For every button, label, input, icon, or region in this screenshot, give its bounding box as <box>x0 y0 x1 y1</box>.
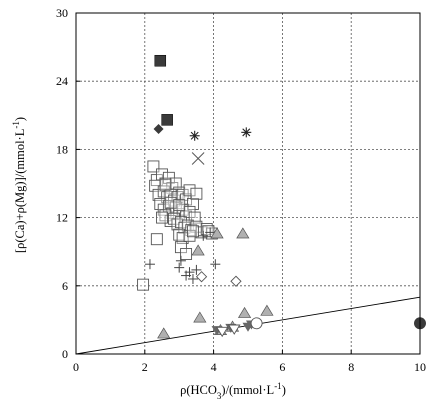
data-point-open-square <box>202 225 215 238</box>
data-point-plus <box>174 262 185 273</box>
data-point-gray-triangle <box>237 306 252 318</box>
data-point-gray-triangle <box>193 311 207 323</box>
data-point-filled-square <box>154 54 167 67</box>
y-tick-label: 24 <box>56 74 68 88</box>
data-point-filled-diamond <box>153 123 164 134</box>
y-tick-label: 18 <box>56 142 68 156</box>
data-point-open-square <box>180 248 193 260</box>
data-point-open-square <box>176 203 189 216</box>
data-point-open-square <box>137 278 150 291</box>
y-tick-label: 12 <box>56 211 68 225</box>
data-point-open-diamond <box>195 271 208 283</box>
data-point-plus <box>198 230 209 241</box>
plot-frame <box>75 12 421 355</box>
data-point-open-circle <box>250 317 263 330</box>
data-point-open-square <box>176 188 189 201</box>
data-point-plus <box>175 255 186 266</box>
data-point-open-square <box>187 225 199 238</box>
data-point-plus <box>187 273 198 284</box>
data-point-open-square <box>173 199 186 212</box>
x-tick-label: 4 <box>211 360 217 374</box>
data-point-gray-triangle <box>210 227 224 239</box>
data-point-plus <box>191 264 202 275</box>
x-tick-label: 8 <box>348 360 354 374</box>
y-tick-label: 6 <box>62 279 68 293</box>
data-point-filled-square <box>161 114 173 126</box>
data-point-plus <box>144 259 155 270</box>
data-point-open-square <box>183 229 196 242</box>
data-point-gray-triangle <box>236 227 250 239</box>
data-point-filled-down-triangle <box>242 322 254 332</box>
data-point-open-square <box>173 228 186 241</box>
data-point-open-square <box>162 200 175 213</box>
x-tick-label: 0 <box>73 360 79 374</box>
data-point-open-square <box>190 187 203 200</box>
data-point-gray-triangle <box>157 327 171 339</box>
data-point-open-square <box>188 211 201 224</box>
data-point-open-square <box>183 184 196 197</box>
data-point-open-down-triangle <box>215 326 229 338</box>
data-point-open-diamond <box>230 275 242 287</box>
data-point-asterisk <box>241 127 252 138</box>
x-axis-label: ρ(HCO3)/(mmol·L-1) <box>180 381 286 401</box>
data-point-open-square <box>164 196 177 209</box>
x-tick-label: 2 <box>142 360 148 374</box>
data-point-plus <box>181 270 192 281</box>
y-tick-label: 30 <box>56 6 68 20</box>
data-point-open-square <box>156 168 168 181</box>
data-point-open-square <box>156 211 168 224</box>
data-point-open-square <box>176 232 189 245</box>
data-points <box>137 54 426 339</box>
data-point-open-square <box>150 233 163 246</box>
grid-lines <box>76 13 420 354</box>
data-point-open-square <box>147 160 160 173</box>
data-point-gray-triangle <box>191 244 205 256</box>
data-point-open-square <box>171 218 184 231</box>
data-point-gray-triangle <box>260 304 274 316</box>
x-tick-label: 10 <box>414 360 426 374</box>
data-point-plus <box>205 227 216 238</box>
data-point-open-square <box>164 215 177 227</box>
data-point-asterisk <box>189 130 200 141</box>
axis-ticks <box>75 12 421 355</box>
data-point-open-down-triangle <box>227 324 241 335</box>
data-point-open-square <box>159 178 172 191</box>
x-tick-label: 6 <box>279 360 285 374</box>
data-point-plus <box>210 259 221 270</box>
y-tick-label: 0 <box>62 347 68 361</box>
data-point-x <box>191 152 205 165</box>
y-axis-label: [ρ(Ca)+ρ(Mg)]/(mmol·L-1) <box>11 117 27 253</box>
